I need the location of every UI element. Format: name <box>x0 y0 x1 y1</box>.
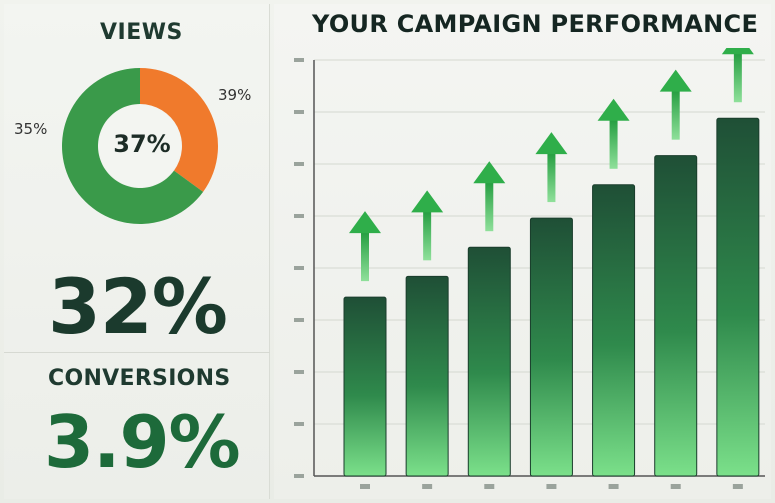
x-tick-mark-2 <box>484 484 495 489</box>
left-panel-divider <box>4 352 270 353</box>
trend-arrow-shaft-5 <box>671 87 680 140</box>
conversions-metric-value: 3.9% <box>44 400 241 484</box>
donut-slice-1 <box>61 68 204 225</box>
bar-2 <box>467 246 511 477</box>
bar-1 <box>405 275 449 477</box>
x-tick-mark-0 <box>360 484 370 489</box>
y-tick-mark <box>294 214 304 218</box>
trend-arrow-head-6 <box>721 48 754 55</box>
y-tick-mark <box>294 422 304 426</box>
trend-arrow-head-5 <box>659 69 692 92</box>
donut-right-percentage: 39% <box>218 86 252 104</box>
donut-slice-0 <box>140 68 219 192</box>
donut-left-percentage: 35% <box>14 120 48 138</box>
x-tick-mark-1 <box>422 484 433 489</box>
views-donut-chart <box>61 68 219 225</box>
y-tick-mark <box>294 370 304 374</box>
donut-hole <box>99 105 181 187</box>
trend-arrow-head-1 <box>411 190 444 213</box>
trend-arrow-head-4 <box>597 98 630 121</box>
y-tick-mark <box>294 266 304 270</box>
y-tick-mark <box>294 474 304 478</box>
trend-arrow-head-2 <box>473 161 506 184</box>
chart-title: YOUR CAMPAIGN PERFORMANCE <box>312 10 759 38</box>
bar-3 <box>529 217 573 477</box>
trend-arrow-shaft-2 <box>485 179 494 232</box>
bar-5 <box>654 155 698 477</box>
trend-arrow-head-0 <box>349 211 381 234</box>
views-label: VIEWS <box>100 20 183 45</box>
trend-arrow-shaft-4 <box>609 116 618 169</box>
y-tick-mark <box>294 58 304 62</box>
trend-arrow-shaft-0 <box>361 229 369 282</box>
bar-4 <box>592 184 636 477</box>
bar-0 <box>343 296 387 477</box>
y-tick-mark <box>294 110 304 114</box>
donut-center-value: 37% <box>113 130 171 158</box>
campaign-performance-bar-chart <box>294 48 765 489</box>
x-tick-mark-5 <box>670 484 681 489</box>
trend-arrow-shaft-3 <box>547 150 556 203</box>
y-tick-mark <box>294 318 304 322</box>
trend-arrow-shaft-1 <box>423 208 432 261</box>
trend-arrow-shaft-6 <box>733 50 742 103</box>
views-metric-value: 32% <box>48 262 228 351</box>
x-tick-mark-6 <box>732 484 743 489</box>
y-tick-mark <box>294 162 304 166</box>
x-tick-mark-4 <box>608 484 619 489</box>
trend-arrow-head-3 <box>535 132 568 155</box>
bar-6 <box>716 117 760 477</box>
conversions-label: CONVERSIONS <box>48 366 231 391</box>
x-tick-mark-3 <box>546 484 557 489</box>
